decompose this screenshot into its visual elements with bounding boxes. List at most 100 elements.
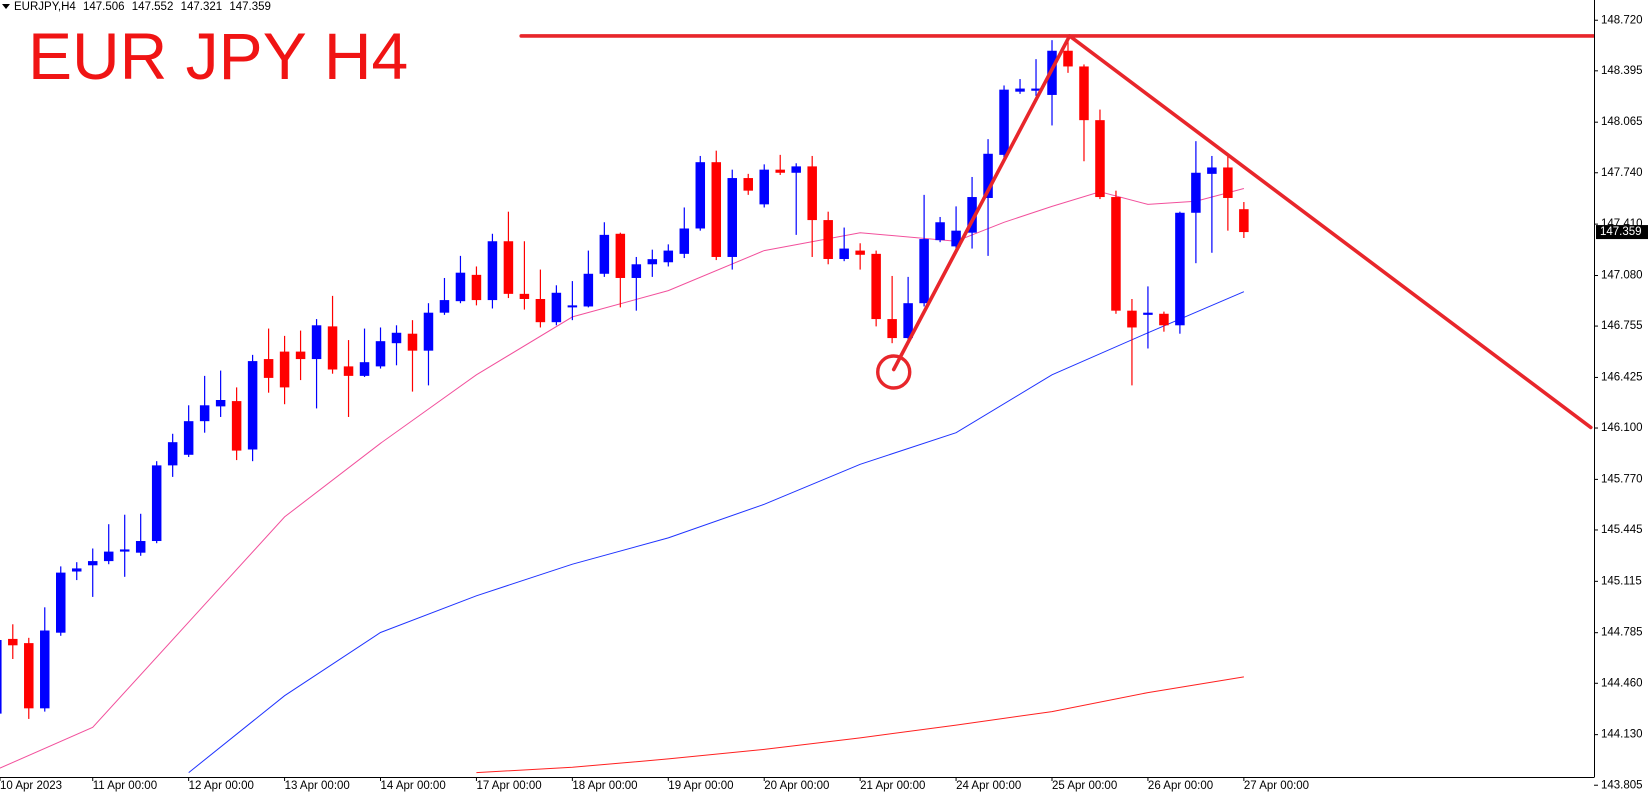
candle-body [967, 197, 977, 233]
candle-body [503, 241, 514, 294]
candle-body [871, 253, 881, 320]
candle-body [1159, 313, 1169, 326]
candle-body [919, 239, 929, 304]
candle-body [247, 361, 258, 450]
candle-body [983, 153, 993, 198]
x-tick-label: 14 Apr 00:00 [381, 780, 446, 792]
quote-open: 147.506 [83, 1, 125, 13]
candle-body [807, 166, 817, 221]
y-tick-label: 147.080 [1601, 270, 1643, 282]
candle-body [167, 442, 178, 466]
candle-body [119, 549, 130, 552]
y-tick-label: 148.065 [1601, 116, 1643, 128]
candle-body [951, 230, 961, 247]
y-tick-label: 146.100 [1601, 422, 1643, 434]
candle-body [743, 178, 753, 191]
candle-body [215, 400, 226, 407]
candle-body [455, 272, 466, 302]
candle-body [775, 169, 785, 173]
candle-body [199, 405, 210, 422]
candle-body [375, 341, 386, 367]
candle-body [56, 572, 66, 633]
y-tick-label: 146.425 [1601, 371, 1643, 383]
plot-area [0, 34, 1594, 774]
x-tick-label: 12 Apr 00:00 [189, 780, 254, 792]
candle-body [1111, 197, 1121, 311]
candle-body [519, 293, 530, 299]
candle-body [231, 401, 242, 451]
candle-body [615, 233, 626, 278]
chart-header: EURJPY,H4 147.506 147.552 147.321 147.35… [14, 1, 271, 13]
x-tick-label: 17 Apr 00:00 [476, 780, 541, 792]
candle-body [535, 298, 546, 323]
candle-body [647, 259, 658, 265]
candle-body [295, 351, 306, 360]
x-tick-label: 20 Apr 00:00 [764, 780, 829, 792]
candle-body [631, 264, 642, 278]
candle-body [679, 228, 690, 254]
candle-body [471, 274, 482, 301]
quote-low: 147.321 [181, 1, 223, 13]
candle-body [1031, 88, 1041, 91]
candle-body [183, 421, 194, 455]
y-tick-label: 146.755 [1601, 320, 1643, 332]
candle-body [24, 643, 34, 709]
y-tick-label: 145.770 [1601, 473, 1643, 485]
y-tick-label: 147.740 [1601, 167, 1643, 179]
candle-body [791, 166, 801, 173]
quote-close: 147.359 [229, 1, 271, 13]
candle-body [1079, 66, 1089, 121]
candle-body [1191, 172, 1201, 213]
candle-body [487, 241, 498, 301]
candle-body [551, 292, 562, 323]
candle-body [695, 162, 706, 229]
candle-body [311, 325, 322, 360]
y-tick-label: 145.115 [1601, 575, 1642, 587]
x-tick-label: 18 Apr 00:00 [572, 780, 637, 792]
candle-body [407, 333, 418, 351]
moving-average [188, 291, 1245, 773]
candle-body [711, 162, 722, 257]
candle-body [887, 319, 897, 339]
candle-body [855, 250, 865, 255]
candle-body [343, 366, 354, 376]
candle-body [727, 178, 737, 257]
x-tick-label: 21 Apr 00:00 [860, 780, 925, 792]
candle-body [599, 234, 610, 274]
y-tick-label: 144.130 [1601, 729, 1643, 741]
x-tick-label: 27 Apr 00:00 [1244, 780, 1309, 792]
moving-average [476, 676, 1244, 774]
candle-body [583, 273, 594, 307]
candle-body [1223, 167, 1233, 198]
candle-body [71, 568, 82, 572]
x-tick-label: 19 Apr 00:00 [668, 780, 733, 792]
candle-body [999, 89, 1009, 155]
candle-body [1207, 167, 1217, 174]
candle-body [1239, 209, 1249, 233]
trend-line [1067, 34, 1593, 430]
x-tick-label: 26 Apr 00:00 [1148, 780, 1213, 792]
candle-body [0, 640, 2, 714]
candle-body [40, 630, 50, 709]
y-tick-label: 143.805 [1601, 779, 1643, 791]
x-tick-label: 25 Apr 00:00 [1052, 780, 1117, 792]
y-tick-label: 145.445 [1601, 524, 1643, 536]
y-tick-label: 144.785 [1601, 627, 1643, 639]
x-tick-label: 13 Apr 00:00 [285, 780, 350, 792]
candle-body [263, 359, 274, 378]
candle-body [663, 250, 674, 263]
candle-body [759, 169, 769, 205]
candle-body [87, 561, 98, 566]
candle-body [8, 638, 18, 646]
candle-body [423, 312, 434, 351]
menu-triangle [2, 4, 10, 9]
candle-body [567, 305, 578, 308]
candle-body [839, 248, 849, 259]
candle-body [1063, 50, 1073, 67]
candle-body [279, 351, 290, 388]
chart-title: EUR JPY H4 [28, 19, 408, 93]
last-price-label: 147.359 [1600, 226, 1642, 238]
